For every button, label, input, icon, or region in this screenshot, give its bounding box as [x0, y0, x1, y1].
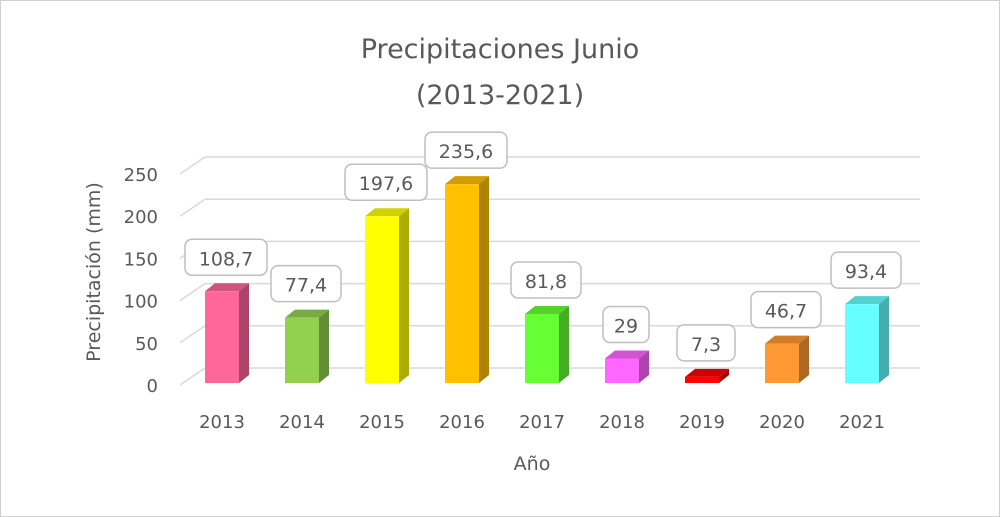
- data-label: 93,4: [845, 261, 887, 283]
- data-label: 81,8: [525, 271, 567, 293]
- gridline: [179, 282, 920, 302]
- data-label: 46,7: [765, 301, 807, 323]
- bar: [845, 304, 879, 383]
- bar-side: [559, 305, 569, 383]
- bar-side: [879, 296, 889, 383]
- bar-top: [205, 283, 249, 292]
- x-tick-label: 2018: [599, 412, 645, 433]
- bar: [365, 216, 399, 383]
- bar: [685, 376, 719, 383]
- chart-title-line2: (2013-2021): [416, 80, 584, 111]
- x-tick-label: 2017: [519, 412, 565, 433]
- bar-side: [719, 368, 729, 383]
- bar: [205, 291, 239, 383]
- x-tick-label: 2015: [359, 412, 405, 433]
- gridline: [179, 240, 920, 260]
- x-tick-label: 2019: [679, 412, 725, 433]
- y-tick-label: 200: [124, 207, 158, 228]
- bar-2017: 81,8 2017: [510, 261, 582, 433]
- bar: [605, 358, 639, 383]
- bar-2014: 77,4 2014: [270, 264, 342, 433]
- bar: [765, 343, 799, 383]
- bar-top: [285, 309, 329, 318]
- bar-side: [319, 309, 329, 383]
- bar-top: [605, 350, 649, 359]
- data-label-box: [344, 163, 428, 201]
- bar-top: [365, 208, 409, 217]
- bar-top: [685, 368, 729, 377]
- bar-2020: 46,7 2020: [750, 290, 822, 433]
- data-label-box: [602, 305, 650, 344]
- bar-2015: 197,6 2015: [344, 163, 428, 433]
- data-label-box: [424, 131, 508, 169]
- data-label: 108,7: [199, 248, 253, 270]
- bar-top: [845, 296, 889, 305]
- x-tick-label: 2016: [439, 412, 485, 433]
- data-label-box: [830, 251, 902, 289]
- bar-2019: 7,3 2019: [676, 324, 736, 433]
- data-label: 197,6: [359, 173, 413, 195]
- data-label-box: [676, 324, 736, 362]
- bar-2018: 29 2018: [599, 305, 650, 433]
- data-label: 7,3: [691, 334, 721, 356]
- x-tick-label: 2014: [279, 412, 325, 433]
- gridline: [179, 198, 920, 217]
- bar-top: [445, 176, 489, 185]
- data-label-box: [270, 264, 342, 303]
- bar: [445, 184, 479, 383]
- x-tick-label: 2021: [839, 412, 885, 433]
- chart-title-line1: Precipitaciones Junio: [361, 34, 640, 65]
- y-tick-label: 50: [135, 334, 158, 355]
- data-label-box: [184, 238, 268, 277]
- y-tick-label: 100: [124, 292, 158, 313]
- x-axis-label: Año: [514, 453, 551, 475]
- bar-2016: 235,6 2016: [424, 131, 508, 433]
- bar-side: [399, 208, 409, 383]
- y-tick-label: 0: [147, 376, 158, 397]
- bar-side: [799, 335, 809, 383]
- bar-top: [765, 335, 809, 344]
- x-tick-label: 2013: [199, 412, 245, 433]
- bar: [525, 313, 559, 383]
- bar-side: [639, 350, 649, 383]
- bar-2021: 93,4 2021: [830, 251, 902, 433]
- bar: [285, 317, 319, 383]
- y-axis-label: Precipitación (mm): [83, 182, 105, 362]
- bar-2013: 108,7 2013: [184, 238, 268, 433]
- data-label: 29: [614, 316, 638, 338]
- data-label-box: [510, 261, 582, 299]
- bar-side: [479, 176, 489, 383]
- data-label-box: [750, 290, 822, 329]
- data-label: 77,4: [285, 275, 327, 297]
- x-tick-label: 2020: [759, 412, 805, 433]
- y-tick-label: 150: [124, 249, 158, 270]
- y-tick-label: 250: [124, 165, 158, 186]
- bar-top: [525, 305, 569, 314]
- data-label: 235,6: [439, 141, 493, 163]
- bar-side: [239, 283, 249, 383]
- gridline: [179, 156, 920, 175]
